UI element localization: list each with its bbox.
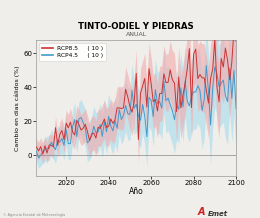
Legend: RCP8.5     ( 10 ), RCP4.5     ( 10 ): RCP8.5 ( 10 ), RCP4.5 ( 10 )	[39, 43, 107, 61]
Title: TINTO-ODIEL Y PIEDRAS: TINTO-ODIEL Y PIEDRAS	[78, 22, 194, 31]
Y-axis label: Cambio en dias cálidos (%): Cambio en dias cálidos (%)	[15, 65, 21, 150]
X-axis label: Año: Año	[129, 187, 144, 196]
Text: © Agencia Estatal de Meteorología: © Agencia Estatal de Meteorología	[3, 213, 65, 217]
Text: Emet: Emet	[208, 211, 228, 217]
Text: ANUAL: ANUAL	[126, 32, 147, 37]
Text: A: A	[198, 207, 205, 217]
